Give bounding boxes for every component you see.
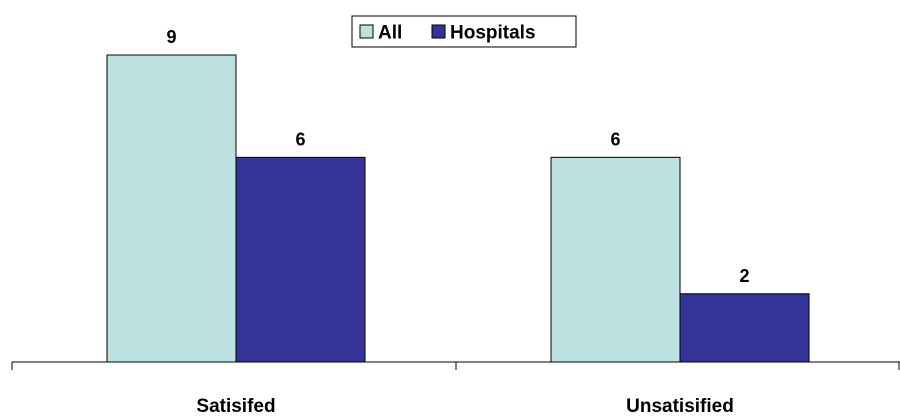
bar-all-satisifed [106, 54, 237, 363]
data-label: 2 [739, 266, 749, 286]
legend-swatch-hospitals [431, 24, 446, 39]
legend-label-all: All [378, 23, 402, 44]
bar-all-unsatisified [550, 156, 681, 363]
legend-label-hospitals: Hospitals [450, 23, 536, 44]
data-label: 6 [610, 129, 620, 149]
bar-hospitals-satisifed [235, 156, 366, 363]
x-tick-label: Unsatisified [626, 396, 734, 417]
legend-swatch-all [359, 24, 374, 39]
bar-hospitals-unsatisified [679, 293, 810, 363]
data-label: 9 [166, 27, 176, 47]
data-label: 6 [295, 129, 305, 149]
legend-box [351, 15, 577, 48]
x-tick-label: Satisifed [196, 396, 275, 417]
